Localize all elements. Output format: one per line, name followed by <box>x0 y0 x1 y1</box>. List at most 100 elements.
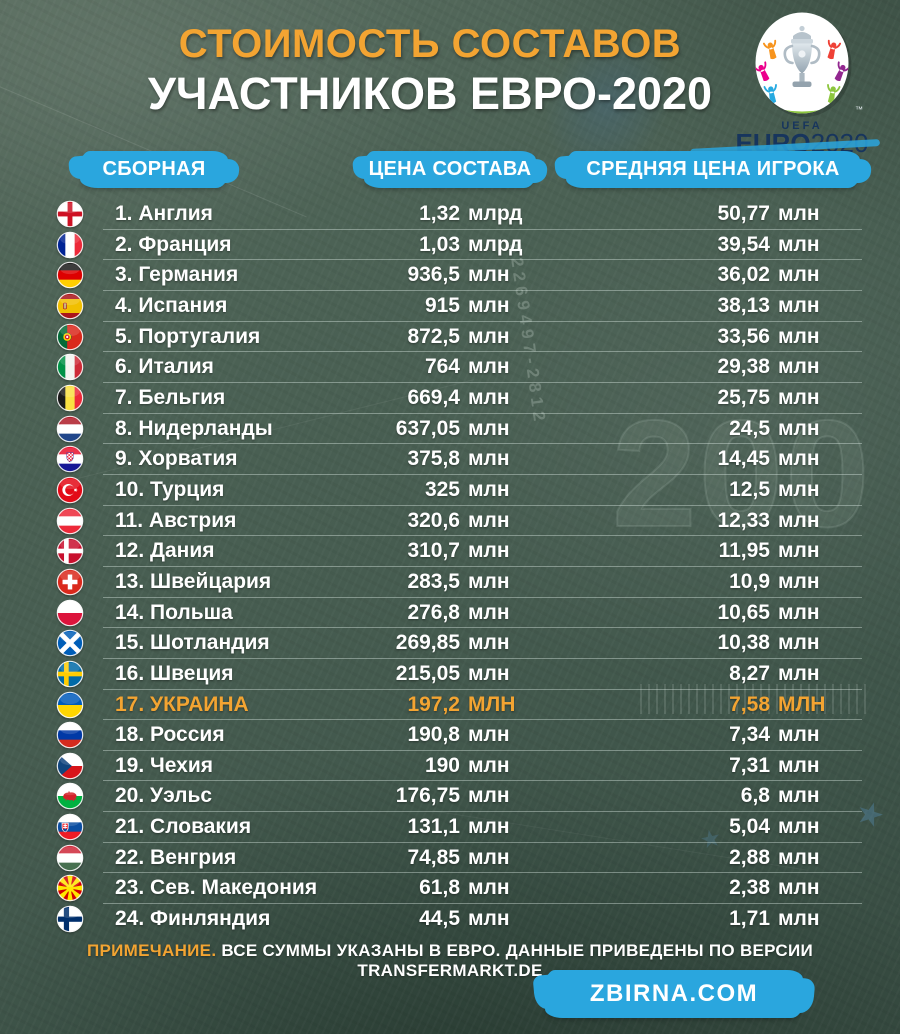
team-rank-name: 22. Венгрия <box>115 845 237 869</box>
squad-value-number: 131,1 <box>407 815 460 839</box>
team-rank-name: 2. Франция <box>115 232 232 256</box>
squad-value-unit: млн <box>468 263 510 287</box>
avg-player-value-unit: МЛН <box>778 692 826 716</box>
avg-player-value-unit: млн <box>778 232 820 256</box>
column-header-squad-value: ЦЕНА СОСТАВА <box>364 151 536 188</box>
squad-value-number: 320,6 <box>407 508 460 532</box>
team-rank-name: 12. Дания <box>115 539 215 563</box>
table-row: 4. Испания 915 млн 38,13 млн <box>53 291 862 322</box>
avg-player-value-unit: млн <box>778 815 820 839</box>
zbirna-site-badge: ZBIRNA.COM <box>545 970 803 1018</box>
flag-icon-england <box>56 200 84 228</box>
table-row: 11. Австрия 320,6 млн 12,33 млн <box>53 506 862 537</box>
team-rank-name: 23. Сев. Македония <box>115 876 318 900</box>
column-header-team: СБОРНАЯ <box>80 151 228 188</box>
table-row: 5. Португалия 872,5 млн 33,56 млн <box>53 322 862 353</box>
squad-value-unit: млрд <box>468 202 523 225</box>
table-row: 19. Чехия 190 млн 7,31 млн <box>53 751 862 782</box>
table-row: 9. Хорватия 375,8 млн 14,45 млн <box>53 444 862 475</box>
table-row: 24. Финляндия 44,5 млн 1,71 млн <box>53 904 862 935</box>
team-rank-name: 13. Швейцария <box>115 569 272 593</box>
avg-player-value-number: 38,13 <box>717 293 770 317</box>
squad-value-unit: млн <box>468 385 510 409</box>
avg-player-value-number: 12,33 <box>717 508 770 532</box>
avg-player-value-number: 25,75 <box>717 385 770 409</box>
avg-player-value-unit: млн <box>778 202 820 225</box>
logo-figures <box>755 39 849 104</box>
squad-value-unit: млн <box>468 784 510 808</box>
table-row: 12. Дания 310,7 млн 11,95 млн <box>53 536 862 567</box>
team-rank-name: 11. Австрия <box>115 508 237 532</box>
footnote-text: ВСЕ СУММЫ УКАЗАНЫ В ЕВРО. ДАННЫЕ ПРИВЕДЕ… <box>216 941 813 980</box>
column-header-avg-player-value: СРЕДНЯЯ ЦЕНА ИГРОКА <box>566 151 860 188</box>
flag-icon-poland <box>56 599 84 626</box>
table-row: 22. Венгрия 74,85 млн 2,88 млн <box>53 843 862 874</box>
squad-value-number: 190 <box>424 753 460 777</box>
team-rank-name: 9. Хорватия <box>115 447 238 471</box>
squad-value-number: 44,5 <box>419 907 460 931</box>
flag-icon-france <box>56 231 84 258</box>
squad-value-number: 74,85 <box>407 845 460 869</box>
flag-icon-portugal <box>56 323 84 350</box>
squad-value-number: 764 <box>424 355 460 379</box>
avg-player-value-unit: млн <box>778 293 820 317</box>
team-rank-name: 18. Россия <box>115 723 225 747</box>
flag-icon-turkey <box>56 476 84 504</box>
team-rank-name: 7. Бельгия <box>115 385 226 409</box>
table-row: 14. Польша 276,8 млн 10,65 млн <box>53 598 862 629</box>
flag-icon-germany <box>56 262 84 289</box>
avg-player-value-number: 1,71 <box>729 907 770 931</box>
squad-value-number: 1,32 <box>419 202 460 225</box>
team-rank-name: 15. Шотландия <box>115 631 270 655</box>
squad-value-unit: млн <box>468 355 510 379</box>
avg-player-value-unit: млн <box>778 539 820 563</box>
team-rank-name: 4. Испания <box>115 293 228 317</box>
team-rank-name: 17. УКРАИНА <box>115 692 249 716</box>
squad-value-number: 176,75 <box>395 784 460 808</box>
table-row: 7. Бельгия 669,4 млн 25,75 млн <box>53 383 862 414</box>
avg-player-value-number: 29,38 <box>717 355 770 379</box>
squad-value-unit: млн <box>468 539 510 563</box>
avg-player-value-number: 7,34 <box>729 723 770 747</box>
squad-value-number: 190,8 <box>407 723 460 747</box>
table-row: 10. Турция 325 млн 12,5 млн <box>53 475 862 506</box>
squad-value-number: 61,8 <box>419 876 460 900</box>
flag-icon-belgium <box>56 384 84 412</box>
banknote-200-decor: 200 <box>611 389 872 559</box>
table-row: 3. Германия 936,5 млн 36,02 млн <box>53 260 862 291</box>
avg-player-value-unit: млн <box>778 263 820 287</box>
avg-player-value-number: 6,8 <box>740 784 770 808</box>
squad-value-number: 283,5 <box>407 569 460 593</box>
team-rank-name: 8. Нидерланды <box>115 416 273 440</box>
squad-value-number: 936,5 <box>407 263 460 287</box>
avg-player-value-number: 39,54 <box>717 232 770 256</box>
table-row: 20. Уэльс 176,75 млн 6,8 млн <box>53 781 862 812</box>
avg-player-value-unit: млн <box>778 416 820 440</box>
squad-value-unit: млн <box>468 661 510 685</box>
footnote: ПРИМЕЧАНИЕ. ВСЕ СУММЫ УКАЗАНЫ В ЕВРО. ДА… <box>0 941 900 981</box>
team-rank-name: 21. Словакия <box>115 815 252 839</box>
title-line-2: УЧАСТНИКОВ ЕВРО-2020 <box>147 68 713 119</box>
squad-value-unit: млн <box>468 293 510 317</box>
squad-value-unit: млн <box>468 477 510 501</box>
squad-value-unit: млн <box>468 723 510 747</box>
squad-value-unit: млн <box>468 907 510 931</box>
flag-icon-sweden <box>56 660 84 688</box>
flag-icon-denmark <box>56 537 84 565</box>
team-rank-name: 16. Швеция <box>115 661 234 685</box>
team-rank-name: 1. Англия <box>115 202 213 225</box>
squad-value-unit: млн <box>468 416 510 440</box>
avg-player-value-number: 10,9 <box>729 569 770 593</box>
table-row: 1. Англия 1,32 млрд 50,77 млн <box>53 199 862 230</box>
avg-player-value-unit: млн <box>778 477 820 501</box>
flag-icon-spain <box>56 292 84 320</box>
avg-player-value-number: 14,45 <box>717 447 770 471</box>
squad-value-unit: млн <box>468 569 510 593</box>
avg-player-value-number: 33,56 <box>717 324 770 348</box>
squad-value-number: 872,5 <box>407 324 460 348</box>
avg-player-value-number: 11,95 <box>718 539 770 563</box>
team-rank-name: 24. Финляндия <box>115 907 271 931</box>
avg-player-value-number: 36,02 <box>717 263 770 287</box>
table-row: 6. Италия 764 млн 29,38 млн <box>53 352 862 383</box>
